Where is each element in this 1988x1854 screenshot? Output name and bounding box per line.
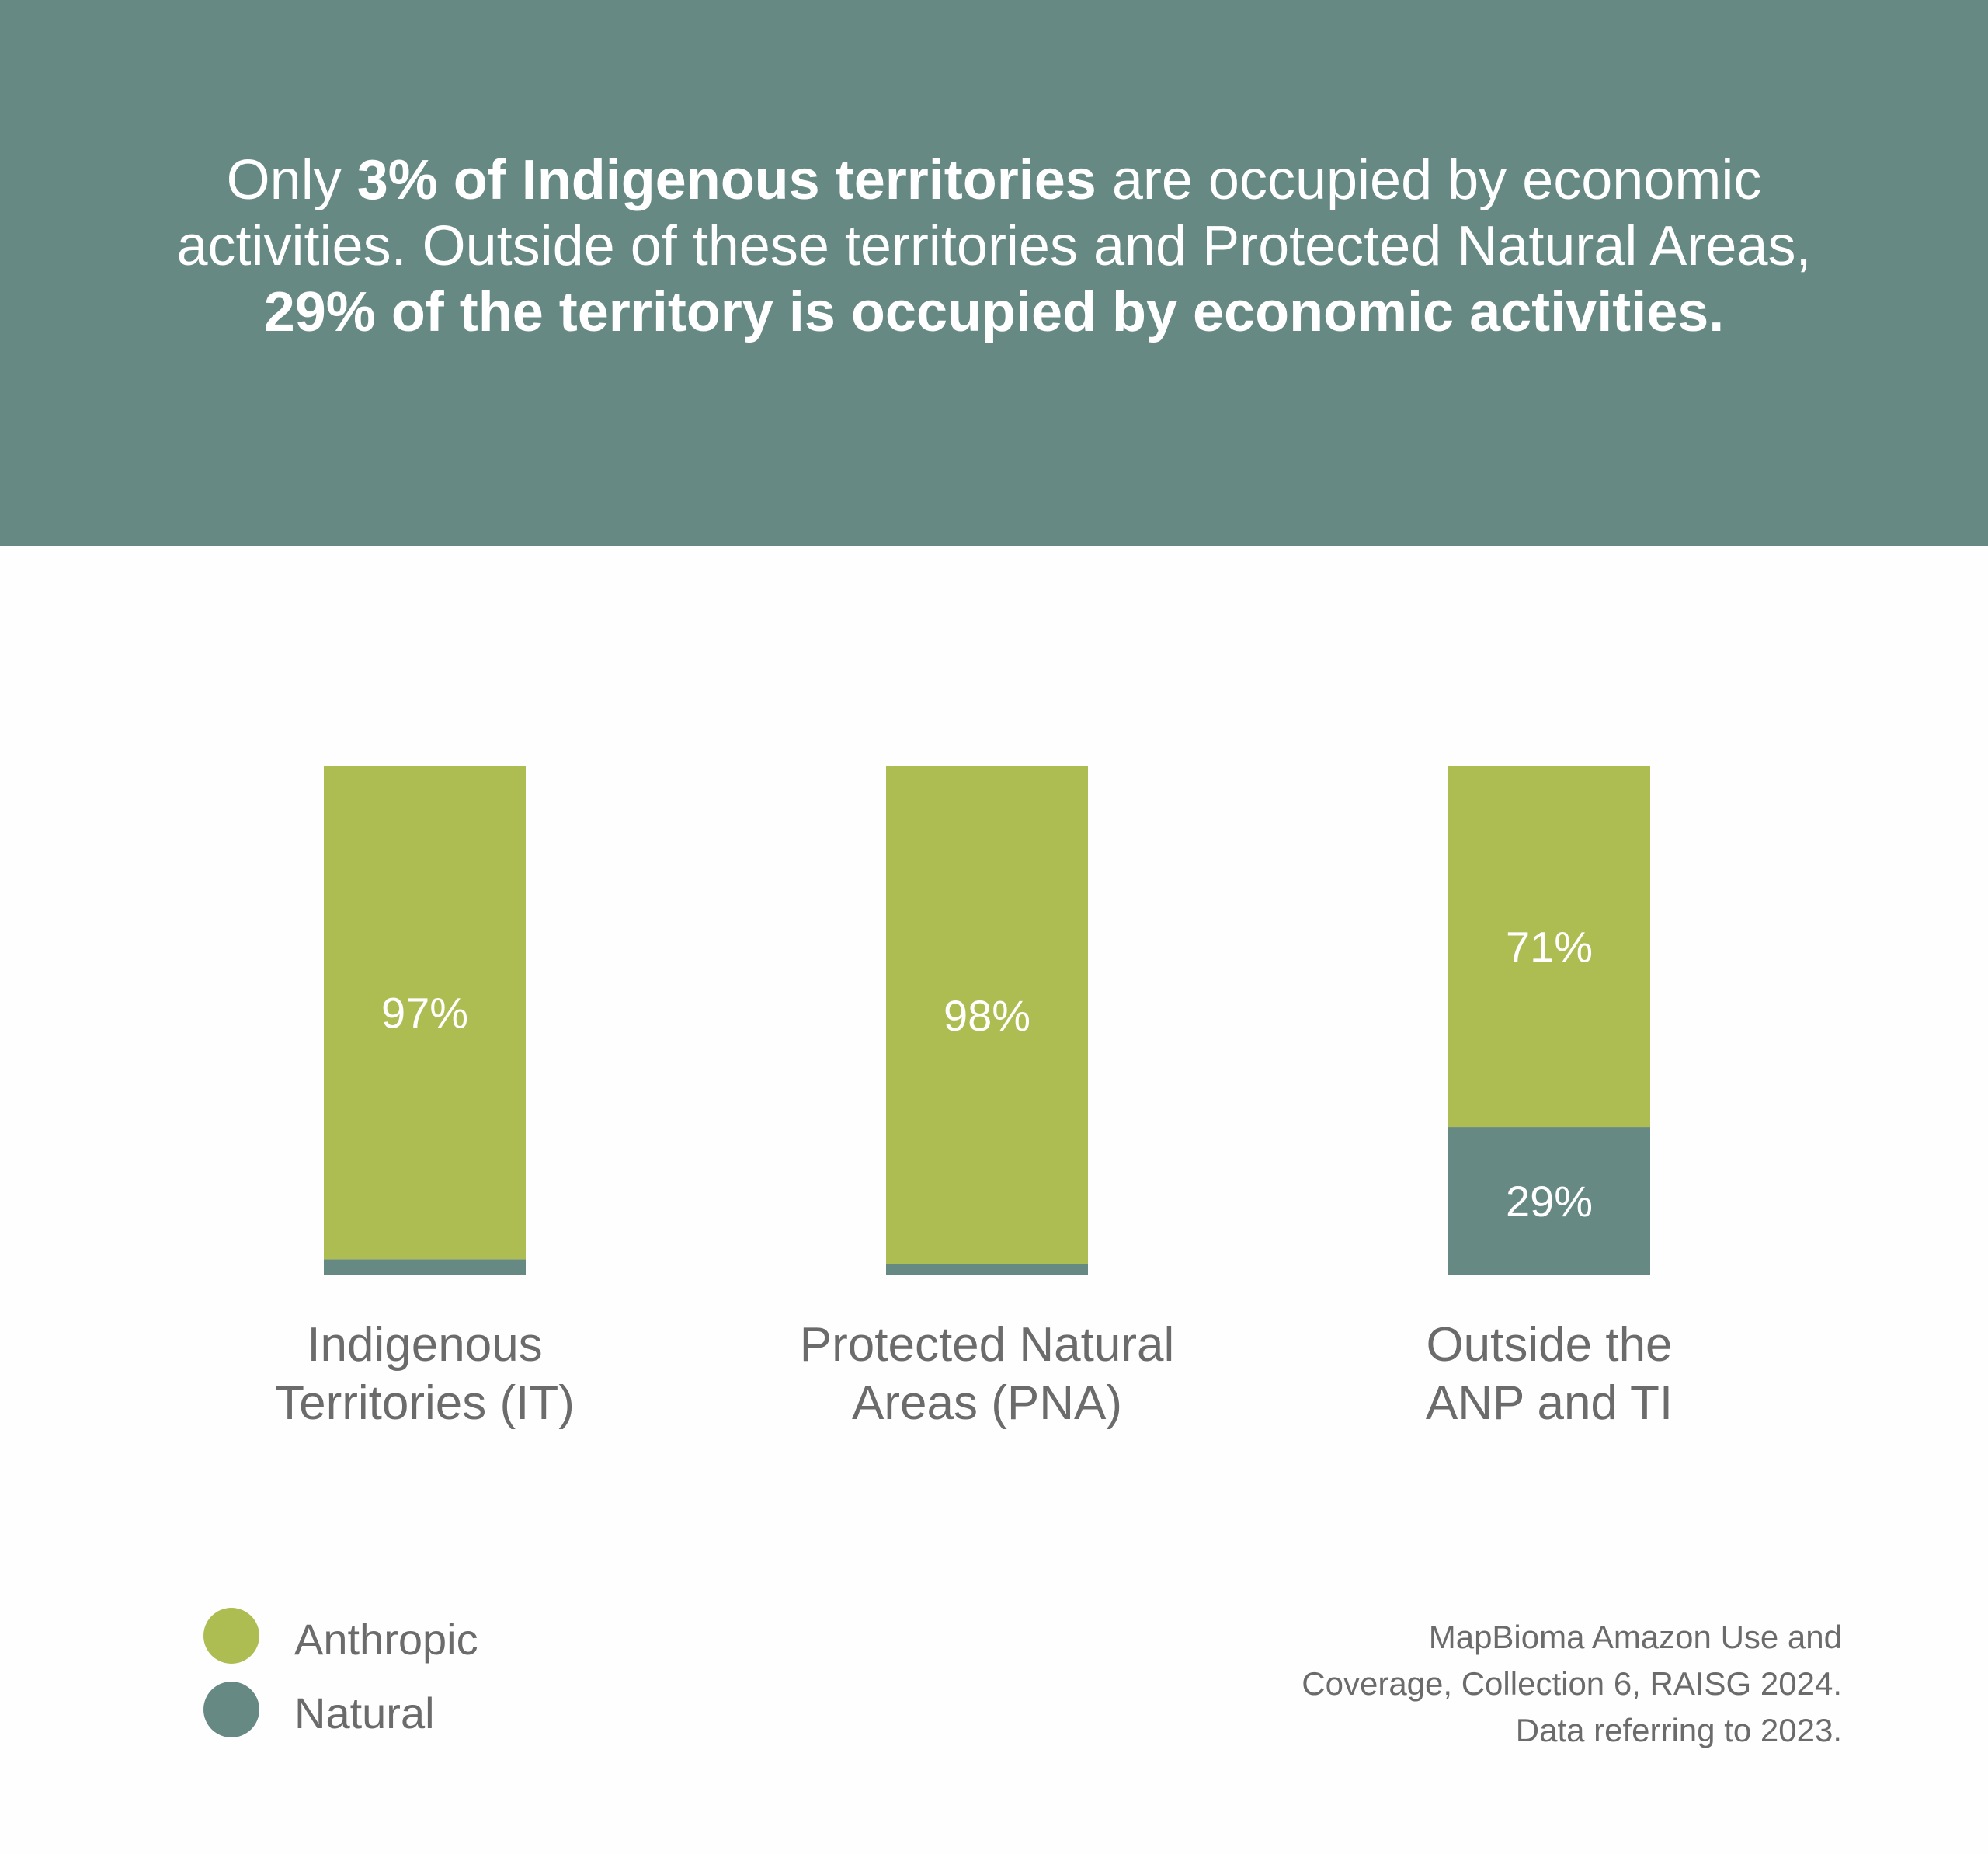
bar-segment-natural <box>324 1259 526 1275</box>
bar-value-label: 97% <box>381 989 468 1038</box>
headline: Only 3% of Indigenous territories are oc… <box>124 148 1864 346</box>
bar-segment-anthropic <box>886 766 1088 1264</box>
source-line: Data referring to 2023. <box>1515 1712 1842 1748</box>
bar-segment-anthropic <box>324 766 526 1260</box>
headline-part-1: Only <box>226 149 357 211</box>
source-line: MapBioma Amazon Use and <box>1428 1619 1842 1655</box>
category-label: Protected Natural <box>800 1318 1174 1372</box>
legend-label-natural: Natural <box>294 1689 435 1737</box>
bar-value-label: 71% <box>1506 923 1593 972</box>
category-label: Areas (PNA) <box>852 1376 1122 1430</box>
category-label: Territories (IT) <box>275 1376 575 1430</box>
category-label: ANP and TI <box>1426 1376 1673 1430</box>
legend-label-anthropic: Anthropic <box>294 1615 478 1664</box>
category-label: Outside the <box>1426 1318 1672 1372</box>
headline-bold-2: 29% of the territory is occupied by econ… <box>263 281 1725 343</box>
source-line: Coverage, Collection 6, RAISG 2024. <box>1302 1665 1842 1702</box>
bar-segment-anthropic <box>1448 766 1650 1128</box>
bar-segment-natural <box>886 1264 1088 1275</box>
legend-swatch-natural <box>203 1682 259 1737</box>
headline-bold-1: 3% of Indigenous territories <box>356 149 1097 211</box>
source-note: MapBioma Amazon Use and Coverage, Collec… <box>1143 1614 1842 1754</box>
bar-segment-natural <box>1448 1127 1650 1275</box>
category-label: Indigenous <box>307 1318 542 1372</box>
header-banner: Only 3% of Indigenous territories are oc… <box>0 0 1988 546</box>
bar-value-label: 98% <box>944 991 1030 1040</box>
legend-swatch-anthropic <box>203 1608 259 1664</box>
headline-part-2: are occupied by economic activities. Out… <box>176 149 1812 277</box>
bar-value-label: 29% <box>1506 1177 1593 1226</box>
